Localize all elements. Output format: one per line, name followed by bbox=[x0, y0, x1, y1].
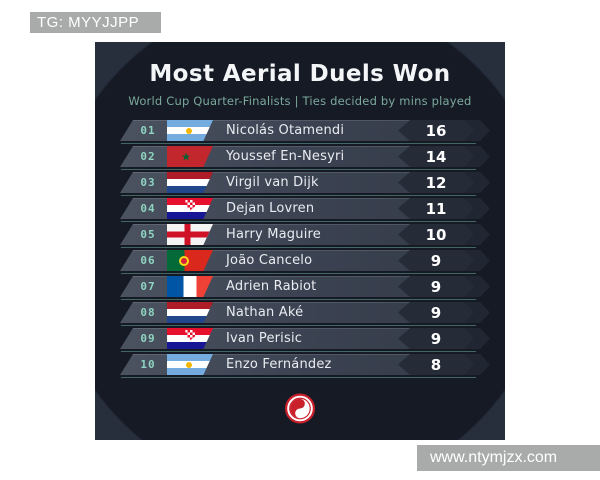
value-capsule: 9 bbox=[398, 250, 474, 271]
value-capsule: 14 bbox=[398, 146, 474, 167]
value-label: 14 bbox=[425, 147, 447, 166]
morocco-flag-icon bbox=[167, 146, 213, 167]
portugal-flag-icon bbox=[167, 250, 213, 271]
rank-label: 03 bbox=[140, 176, 156, 189]
page-subtitle: World Cup Quarter-Finalists | Ties decid… bbox=[128, 94, 472, 108]
row-bar: 09 Ivan Perisic bbox=[120, 328, 462, 349]
player-name: Nathan Aké bbox=[226, 305, 304, 320]
telegram-watermark: TG: MYYJJPP bbox=[30, 12, 161, 33]
player-name: João Cancelo bbox=[226, 253, 313, 268]
player-name: Adrien Rabiot bbox=[226, 279, 317, 294]
page-title: Most Aerial Duels Won bbox=[149, 61, 451, 87]
england-flag-icon bbox=[167, 224, 213, 245]
table-row: 08 Nathan Aké 9 bbox=[120, 302, 478, 326]
rank-label: 01 bbox=[140, 124, 156, 137]
value-label: 9 bbox=[430, 303, 442, 322]
value-capsule: 10 bbox=[398, 224, 474, 245]
rank-label: 07 bbox=[140, 280, 156, 293]
table-row: 06 João Cancelo 9 bbox=[120, 250, 478, 274]
table-row: 01 Nicolás Otamendi 16 bbox=[120, 120, 478, 144]
table-row: 03 Virgil van Dijk 12 bbox=[120, 172, 478, 196]
row-bar: 03 Virgil van Dijk bbox=[120, 172, 462, 193]
row-bar: 05 Harry Maguire bbox=[120, 224, 462, 245]
rank-label: 10 bbox=[140, 358, 156, 371]
value-label: 11 bbox=[425, 199, 447, 218]
row-bar: 04 Dejan Lovren bbox=[120, 198, 462, 219]
value-label: 10 bbox=[425, 225, 447, 244]
table-row: 10 Enzo Fernández 8 bbox=[120, 354, 478, 378]
value-capsule: 9 bbox=[398, 302, 474, 323]
argentina-flag-icon bbox=[167, 120, 213, 141]
value-capsule: 12 bbox=[398, 172, 474, 193]
rank-label: 09 bbox=[140, 332, 156, 345]
netherlands-flag-icon bbox=[167, 172, 213, 193]
value-capsule: 11 bbox=[398, 198, 474, 219]
value-label: 9 bbox=[430, 251, 442, 270]
player-name: Enzo Fernández bbox=[226, 357, 332, 372]
value-label: 9 bbox=[430, 329, 442, 348]
row-bar: 08 Nathan Aké bbox=[120, 302, 462, 323]
row-bar: 07 Adrien Rabiot bbox=[120, 276, 462, 297]
france-flag-icon bbox=[167, 276, 213, 297]
table-row: 09 Ivan Perisic 9 bbox=[120, 328, 478, 352]
value-capsule: 16 bbox=[398, 120, 474, 141]
row-bar: 02 Youssef En-Nesyri bbox=[120, 146, 462, 167]
table-row: 07 Adrien Rabiot 9 bbox=[120, 276, 478, 300]
value-label: 12 bbox=[425, 173, 447, 192]
website-watermark: www.ntymjzx.com bbox=[417, 445, 600, 471]
value-capsule: 9 bbox=[398, 328, 474, 349]
player-name: Virgil van Dijk bbox=[226, 175, 319, 190]
rank-label: 05 bbox=[140, 228, 156, 241]
player-name: Dejan Lovren bbox=[226, 201, 315, 216]
netherlands-flag-icon bbox=[167, 302, 213, 323]
rows: 01 Nicolás Otamendi 16 02 Youssef En-Nes… bbox=[120, 120, 478, 380]
table-row: 02 Youssef En-Nesyri 14 bbox=[120, 146, 478, 170]
croatia-flag-icon bbox=[167, 328, 213, 349]
row-bar: 10 Enzo Fernández bbox=[120, 354, 462, 375]
croatia-flag-icon bbox=[167, 198, 213, 219]
rank-label: 06 bbox=[140, 254, 156, 267]
value-label: 9 bbox=[430, 277, 442, 296]
player-name: Nicolás Otamendi bbox=[226, 123, 345, 138]
rank-label: 08 bbox=[140, 306, 156, 319]
player-name: Ivan Perisic bbox=[226, 331, 303, 346]
player-name: Harry Maguire bbox=[226, 227, 321, 242]
value-label: 16 bbox=[425, 121, 447, 140]
value-capsule: 8 bbox=[398, 354, 474, 375]
argentina-flag-icon bbox=[167, 354, 213, 375]
value-label: 8 bbox=[430, 355, 442, 374]
table-row: 05 Harry Maguire 10 bbox=[120, 224, 478, 248]
rank-label: 02 bbox=[140, 150, 156, 163]
player-name: Youssef En-Nesyri bbox=[226, 149, 345, 164]
row-bar: 01 Nicolás Otamendi bbox=[120, 120, 462, 141]
header: Most Aerial Duels Won World Cup Quarter-… bbox=[95, 42, 505, 108]
rank-label: 04 bbox=[140, 202, 156, 215]
table-row: 04 Dejan Lovren 11 bbox=[120, 198, 478, 222]
infographic-panel: Most Aerial Duels Won World Cup Quarter-… bbox=[95, 42, 505, 440]
value-capsule: 9 bbox=[398, 276, 474, 297]
opta-logo-icon bbox=[284, 393, 316, 424]
row-bar: 06 João Cancelo bbox=[120, 250, 462, 271]
